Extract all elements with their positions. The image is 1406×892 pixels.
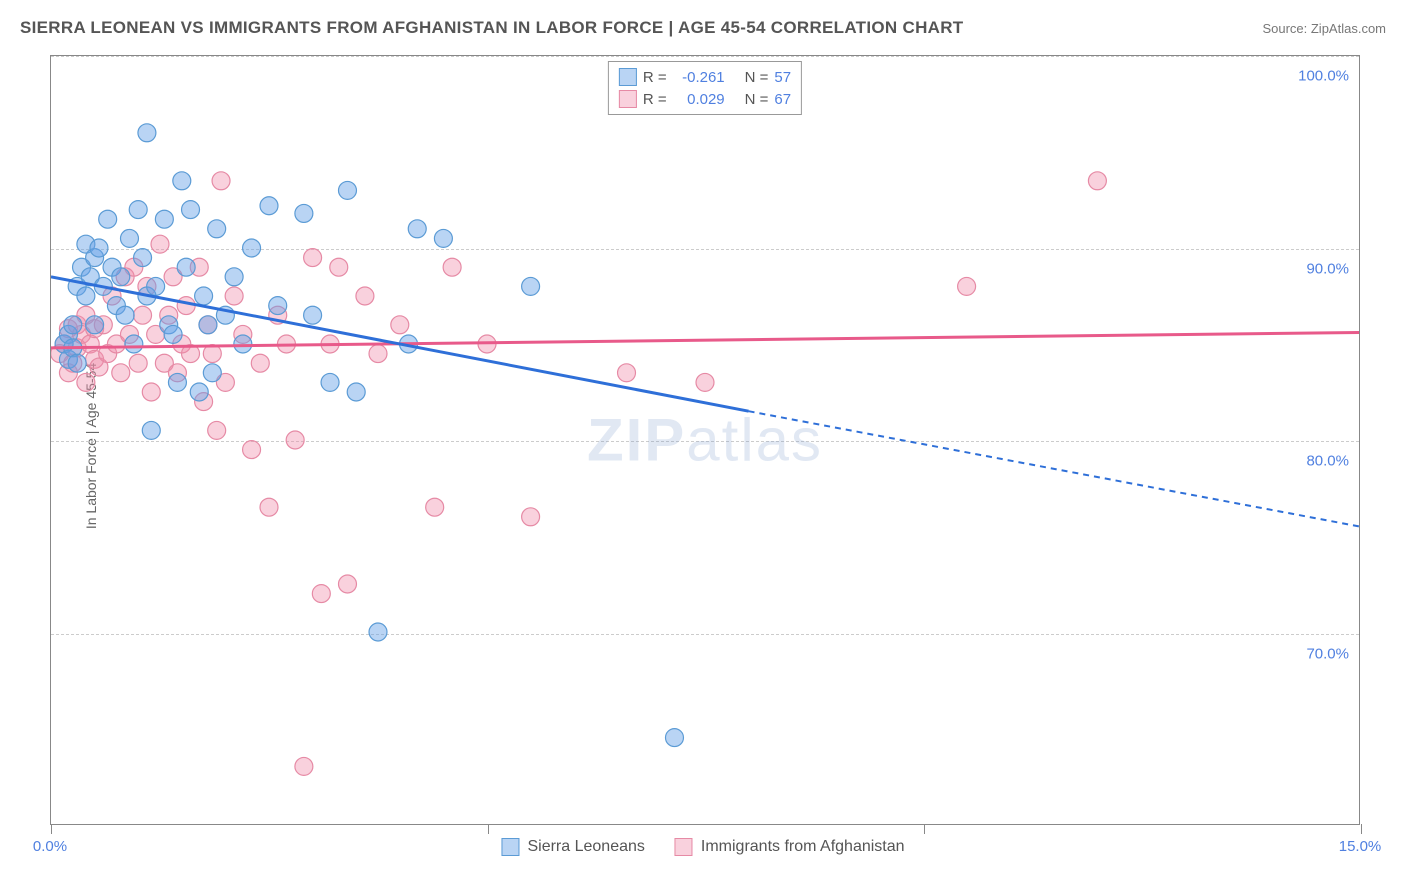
x-tick (488, 824, 489, 834)
x-tick (1361, 824, 1362, 834)
n-value: 67 (774, 91, 791, 108)
r-label: R = (643, 69, 667, 86)
legend-series-label: Sierra Leoneans (527, 838, 644, 856)
legend-series-item: Sierra Leoneans (501, 838, 644, 856)
legend-stat-row: R = 0.029 N = 67 (619, 88, 791, 110)
source-text: Source: ZipAtlas.com (1262, 21, 1386, 36)
x-tick-label: 0.0% (33, 838, 67, 855)
legend-swatch (501, 838, 519, 856)
legend-series-item: Immigrants from Afghanistan (675, 838, 905, 856)
n-value: 57 (774, 69, 791, 86)
legend-swatch (619, 68, 637, 86)
x-tick (924, 824, 925, 834)
legend-swatch (675, 838, 693, 856)
legend-series: Sierra Leoneans Immigrants from Afghanis… (501, 838, 904, 856)
chart-title: SIERRA LEONEAN VS IMMIGRANTS FROM AFGHAN… (20, 18, 963, 38)
legend-stat-row: R = -0.261 N = 57 (619, 66, 791, 88)
r-label: R = (643, 91, 667, 108)
legend-swatch (619, 90, 637, 108)
r-value: 0.029 (673, 91, 725, 108)
legend-series-label: Immigrants from Afghanistan (701, 838, 905, 856)
legend-stats: R = -0.261 N = 57 R = 0.029 N = 67 (608, 61, 802, 115)
chart-area: ZIPatlas R = -0.261 N = 57 R = 0.029 N =… (50, 55, 1360, 825)
n-label: N = (745, 91, 769, 108)
n-label: N = (745, 69, 769, 86)
x-tick (51, 824, 52, 834)
x-tick-label: 15.0% (1339, 838, 1382, 855)
scatter-plot (51, 56, 1359, 824)
r-value: -0.261 (673, 69, 725, 86)
